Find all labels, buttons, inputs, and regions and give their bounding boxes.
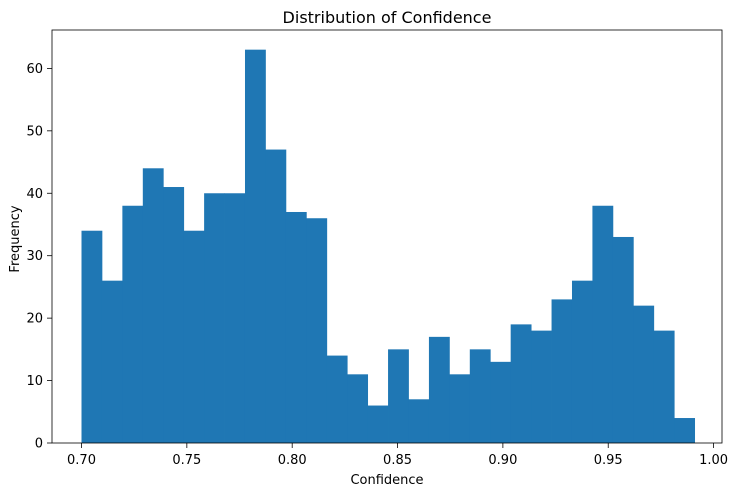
histogram-bar xyxy=(204,193,225,443)
histogram-bar xyxy=(306,218,328,443)
histogram-bar xyxy=(592,205,614,443)
bars-group xyxy=(81,49,696,444)
histogram-bar xyxy=(571,280,593,443)
y-axis-label: Frequency xyxy=(8,205,23,272)
histogram-bar xyxy=(551,299,573,443)
x-tick-label: 0.95 xyxy=(594,453,623,468)
histogram-bar xyxy=(653,330,675,443)
histogram-bar xyxy=(469,349,491,443)
y-tick-label: 0 xyxy=(35,437,43,452)
histogram-bar xyxy=(428,336,450,443)
x-tick-label: 1.00 xyxy=(699,453,728,468)
chart-title: Distribution of Confidence xyxy=(283,8,492,27)
x-tick-label: 0.80 xyxy=(278,453,307,468)
histogram-bar xyxy=(347,374,369,443)
histogram-bar xyxy=(612,236,634,443)
histogram-bar xyxy=(531,330,552,443)
histogram-bar xyxy=(285,211,307,443)
y-tick-label: 50 xyxy=(26,124,43,139)
histogram-bar xyxy=(490,361,512,443)
plot-frame xyxy=(51,29,723,444)
y-tick-label: 60 xyxy=(26,62,43,77)
histogram-bar xyxy=(367,405,389,443)
x-tick-label: 0.85 xyxy=(383,453,412,468)
histogram-bar xyxy=(244,49,266,444)
x-tick-label: 0.75 xyxy=(172,453,201,468)
y-tick-label: 40 xyxy=(26,187,43,202)
histogram-bar xyxy=(388,349,409,443)
x-tick-label: 0.70 xyxy=(67,453,96,468)
histogram-bar xyxy=(183,230,205,443)
histogram-bar xyxy=(674,418,696,443)
x-tick-label: 0.90 xyxy=(488,453,517,468)
histogram-bar xyxy=(510,324,532,443)
histogram-bar xyxy=(224,193,246,443)
histogram-bar xyxy=(101,280,123,443)
axes-group: 0.70 0.75 0.80 0.85 0.90 0.95 1.00 0 10 20 30 40 50 6… xyxy=(26,29,728,468)
histogram-bar xyxy=(122,205,144,443)
histogram-bar xyxy=(408,399,430,443)
y-tick-label: 20 xyxy=(26,312,43,327)
histogram-bar xyxy=(81,230,103,443)
histogram-bar xyxy=(633,305,655,443)
histogram-bar xyxy=(163,187,185,443)
y-tick-label: 30 xyxy=(26,249,43,264)
x-axis-label: Confidence xyxy=(350,473,423,488)
histogram-bar xyxy=(449,374,471,443)
histogram-bar xyxy=(265,149,287,443)
y-tick-label: 10 xyxy=(26,374,43,389)
histogram-bar xyxy=(142,168,164,444)
histogram-bar xyxy=(326,355,348,443)
